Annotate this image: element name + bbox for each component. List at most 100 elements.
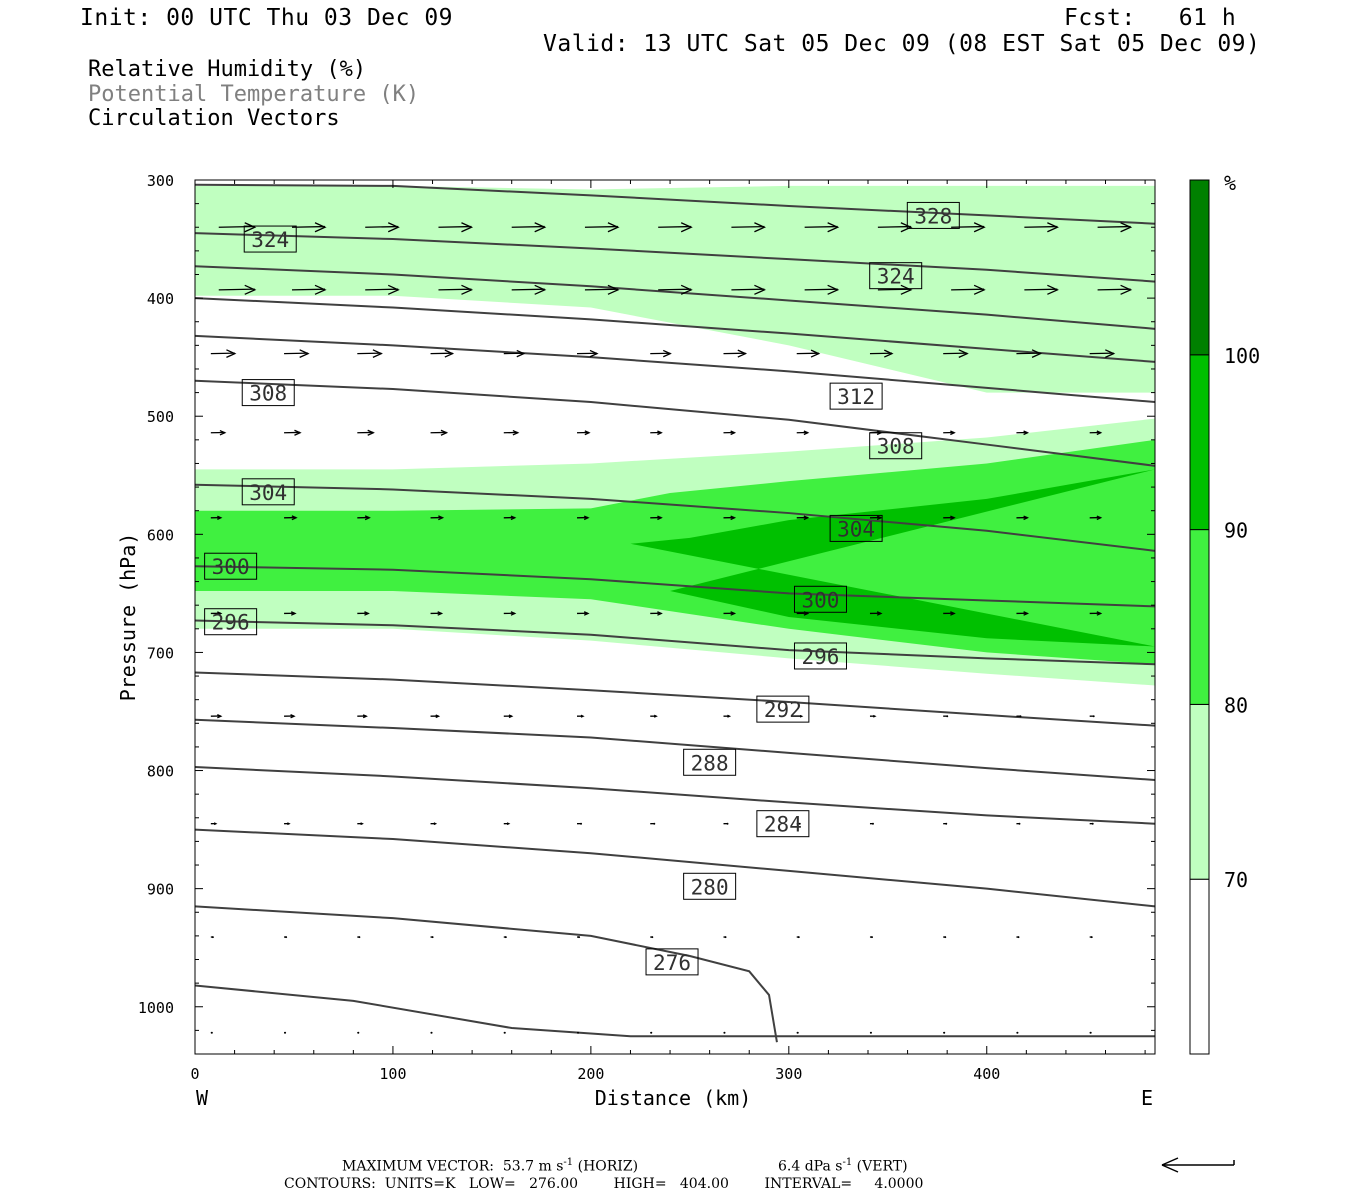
init-time: Init: 00 UTC Thu 03 Dec 09 [80, 5, 454, 31]
circulation-vector-9-9 [869, 1031, 872, 1034]
theta-contour-292-9 [195, 671, 1155, 727]
circulation-vector-7-6 [650, 822, 656, 825]
circulation-vector-9-6 [650, 1031, 653, 1034]
circulation-vector-8-3 [430, 936, 434, 939]
circulation-vector-2-1 [284, 349, 310, 358]
y-tick-label-600: 600 [147, 526, 174, 544]
circulation-vector-5-0 [210, 611, 223, 616]
y-tick-label-1000: 1000 [138, 999, 174, 1017]
circulation-vector-0-3 [438, 222, 474, 233]
circulation-vector-2-4 [503, 349, 526, 358]
contours-note: CONTOURS: UNITS=K LOW= 276.00 HIGH= 404.… [284, 1176, 924, 1192]
circulation-vector-3-10 [943, 430, 956, 436]
svg-text:304: 304 [837, 517, 875, 541]
circulation-vector-8-11 [1016, 936, 1020, 939]
colorbar-unit: % [1224, 171, 1236, 195]
contour-label-280-15: 280 [683, 872, 737, 900]
theta-contour-320-2 [195, 265, 1155, 330]
circulation-vector-3-6 [650, 430, 663, 436]
theta-contour-296-8 [195, 619, 1155, 666]
circulation-vector-5-5 [577, 611, 590, 616]
circulation-vector-8-4 [503, 936, 507, 939]
circulation-vector-0-8 [804, 222, 840, 233]
contour-label-324-1: 324 [243, 225, 297, 253]
colorbar-label-80: 80 [1224, 693, 1248, 717]
circulation-vector-2-6 [650, 349, 672, 358]
circulation-vector-4-10 [943, 515, 956, 521]
max-vector-vert: 6.4 dPa s-1 (VERT) [778, 1157, 908, 1175]
circulation-vector-2-10 [943, 349, 969, 358]
circulation-vector-8-1 [284, 936, 288, 939]
contour-label-300-8: 300 [204, 552, 258, 580]
circulation-vector-1-7 [731, 284, 766, 295]
theta-contour-288-10 [195, 718, 1155, 781]
circulation-vector-7-5 [577, 822, 583, 825]
theta-contour-324-1 [195, 232, 1155, 283]
circulation-vector-7-7 [723, 822, 729, 825]
contour-label-328-0: 328 [906, 201, 960, 229]
circulation-vector-7-12 [1089, 822, 1094, 825]
circulation-vector-0-6 [658, 222, 693, 233]
colorbar-swatch-3 [1189, 354, 1210, 531]
circulation-vector-3-4 [503, 429, 520, 436]
reference-vector-arrow [1161, 1157, 1235, 1173]
circulation-vector-3-0 [210, 429, 227, 436]
contour-label-276-16: 276 [645, 948, 699, 976]
circulation-vector-9-7 [723, 1031, 726, 1034]
circulation-vector-8-10 [943, 936, 947, 939]
circulation-vector-0-12 [1097, 222, 1133, 233]
circulation-vector-6-1 [284, 714, 296, 719]
circulation-vector-5-12 [1089, 611, 1103, 616]
plot-frame [194, 179, 1156, 1055]
circulation-vector-1-5 [584, 284, 620, 295]
svg-text:276: 276 [653, 951, 691, 975]
svg-text:300: 300 [802, 588, 840, 612]
max-vector-horiz-value: MAXIMUM VECTOR: 53.7 m s [342, 1158, 564, 1175]
circulation-vector-5-11 [1016, 611, 1030, 616]
circulation-vector-9-12 [1089, 1031, 1092, 1034]
circulation-vector-4-2 [357, 515, 371, 521]
circulation-vector-4-0 [210, 515, 223, 520]
circulation-vector-5-7 [723, 611, 737, 616]
circulation-vector-4-7 [723, 515, 737, 521]
rh-band-90-3 [630, 469, 1155, 647]
max-vector-vert-value: 6.4 dPa s [778, 1158, 843, 1175]
circulation-vector-5-6 [650, 611, 663, 616]
max-vector-note: MAXIMUM VECTOR: 53.7 m s-1 (HORIZ) [342, 1157, 638, 1175]
valid-time: Valid: 13 UTC Sat 05 Dec 09 (08 EST Sat … [543, 31, 1261, 57]
circulation-vector-8-5 [577, 936, 581, 939]
circulation-vector-3-8 [796, 430, 810, 436]
circulation-vector-6-3 [430, 714, 441, 719]
colorbar-label-100: 100 [1224, 344, 1260, 368]
circulation-vector-7-8 [796, 822, 801, 825]
circulation-vector-2-8 [796, 349, 821, 358]
circulation-vector-9-11 [1016, 1031, 1019, 1034]
circulation-vector-5-10 [943, 611, 956, 616]
theta-contour-328-0 [195, 183, 1155, 225]
x-tick-label-100: 100 [379, 1065, 406, 1083]
contour-label-300-9: 300 [793, 585, 847, 613]
circulation-vector-9-2 [357, 1031, 360, 1034]
circulation-vector-9-5 [577, 1031, 580, 1034]
theta-contour-280-12 [195, 828, 1155, 908]
circulation-vector-9-10 [943, 1031, 946, 1034]
svg-text:288: 288 [691, 751, 729, 775]
contour-label-284-14: 284 [756, 810, 810, 838]
circulation-vector-1-0 [218, 284, 257, 295]
x-tick-label-400: 400 [973, 1065, 1000, 1083]
circulation-vector-2-9 [869, 349, 894, 358]
circulation-vector-2-12 [1089, 349, 1116, 358]
y-tick-label-900: 900 [147, 881, 174, 899]
circulation-vector-7-0 [210, 822, 218, 826]
circulation-vector-8-8 [796, 936, 800, 939]
legend-rh: Relative Humidity (%) [88, 57, 367, 82]
x-tick-label-300: 300 [775, 1065, 802, 1083]
max-vector-horiz-label: (HORIZ) [573, 1158, 639, 1175]
theta-contour-308-5 [195, 379, 1155, 467]
circulation-vector-0-7 [731, 222, 766, 233]
circulation-vector-6-6 [650, 714, 658, 718]
circulation-vector-9-4 [503, 1031, 506, 1034]
circulation-vector-7-10 [943, 822, 948, 825]
legend-theta: Potential Temperature (K) [88, 82, 420, 107]
legend-vectors: Circulation Vectors [88, 106, 340, 131]
